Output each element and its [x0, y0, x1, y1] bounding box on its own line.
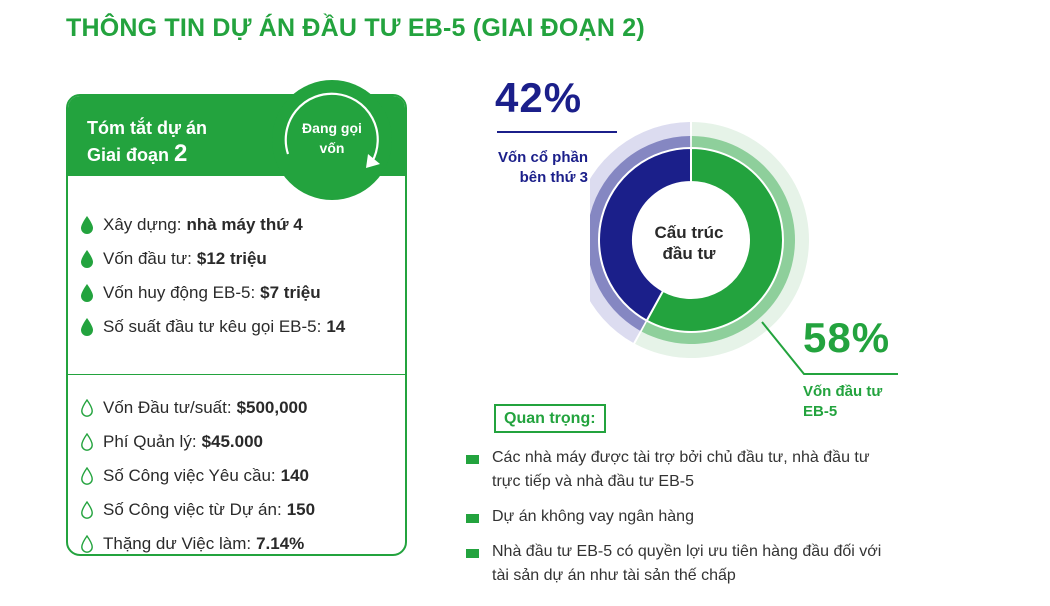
list-item: Vốn huy động EB-5: $7 triệu [68, 276, 405, 310]
filled-drop-icon [81, 284, 93, 302]
card-header-title: Tóm tắt dự án Giai đoạn 2 [87, 116, 267, 168]
item-label: Số suất đầu tư kêu gọi EB-5: [103, 317, 322, 336]
item-value: 14 [326, 317, 346, 336]
outline-drop-icon [81, 399, 93, 417]
equity-callout-line [497, 131, 617, 133]
outline-drop-icon [81, 501, 93, 519]
note-line: Dự án không vay ngân hàng [492, 508, 694, 525]
status-line2: vốn [319, 140, 345, 156]
list-item: Các nhà máy được tài trợ bởi chủ đầu tư,… [466, 446, 966, 494]
list-item: Số Công việc từ Dự án: 150 [68, 493, 405, 527]
investment-donut-chart [590, 122, 809, 359]
equity-percent-label: 42% [495, 74, 583, 121]
list-item: Vốn đầu tư: $12 triệu [68, 242, 405, 276]
item-label: Số Công việc Yêu cầu: [103, 466, 276, 485]
note-line: Nhà đầu tư EB-5 có quyền lợi ưu tiên hàn… [492, 543, 882, 560]
eb5-label-line2: EB-5 [803, 403, 838, 420]
item-value: 7.14% [256, 534, 305, 553]
donut-mid-segment [590, 136, 691, 331]
eb5-series-label: Vốn đầu tư EB-5 [803, 382, 943, 422]
center-label-line1: Cấu trúc [654, 223, 724, 242]
list-item: Dự án không vay ngân hàng [466, 505, 966, 529]
eb5-label-line1: Vốn đầu tư [803, 383, 883, 400]
item-value: $12 triệu [196, 249, 267, 268]
item-value: $45.000 [201, 432, 264, 451]
donut-hole [633, 182, 749, 298]
card-header-line1: Tóm tắt dự án [87, 118, 208, 138]
item-label: Vốn huy động EB-5: [103, 283, 256, 302]
list-item: Phí Quản lý: $45.000 [68, 425, 405, 459]
filled-drop-icon [81, 216, 93, 234]
item-label: Phí Quản lý: [103, 432, 197, 451]
item-value: nhà máy thứ 4 [186, 215, 303, 234]
equity-label-line1: Vốn cổ phần [498, 149, 588, 166]
detail-list: Vốn Đầu tư/suất: $500,000 Phí Quản lý: $… [68, 374, 405, 554]
equity-series-label: Vốn cổ phần bên thứ 3 [463, 148, 588, 188]
arrow-icon [366, 154, 380, 168]
donut-halo-segment [590, 122, 691, 343]
outline-drop-icon [81, 467, 93, 485]
list-item: Nhà đầu tư EB-5 có quyền lợi ưu tiên hàn… [466, 540, 986, 588]
note-line: trực tiếp và nhà đầu tư EB-5 [492, 473, 694, 490]
list-item: Thặng dư Việc làm: 7.14% [68, 527, 405, 554]
summary-list: Xây dựng: nhà máy thứ 4 Vốn đầu tư: $12 … [68, 208, 405, 344]
list-item: Số suất đầu tư kêu gọi EB-5: 14 [68, 310, 405, 344]
eb5-callout-line [761, 321, 898, 375]
status-circle [272, 80, 392, 200]
filled-drop-icon [81, 318, 93, 336]
note-line: Các nhà máy được tài trợ bởi chủ đầu tư,… [492, 449, 870, 466]
item-label: Thặng dư Việc làm: [103, 534, 252, 553]
outline-drop-icon [81, 433, 93, 451]
outline-drop-icon [81, 535, 93, 553]
status-badge: Đang gọi vốn [264, 72, 400, 208]
list-item: Số Công việc Yêu cầu: 140 [68, 459, 405, 493]
page-title: THÔNG TIN DỰ ÁN ĐẦU TƯ EB-5 (GIAI ĐOẠN 2… [66, 14, 645, 42]
square-bullet-icon [466, 549, 479, 558]
center-label-line2: đầu tư [662, 244, 716, 263]
chart-center-label: Cấu trúc đầu tư [631, 222, 747, 264]
item-label: Xây dựng: [103, 215, 182, 234]
list-item: Vốn Đầu tư/suất: $500,000 [68, 391, 405, 425]
phase-number: 2 [174, 140, 188, 167]
square-bullet-icon [466, 455, 479, 464]
item-label: Vốn Đầu tư/suất: [103, 398, 232, 417]
equity-label-line2: bên thứ 3 [519, 169, 588, 186]
item-label: Vốn đầu tư: [103, 249, 192, 268]
square-bullet-icon [466, 514, 479, 523]
filled-drop-icon [81, 250, 93, 268]
note-line: tài sản dự án như tài sản thế chấp [492, 567, 736, 584]
item-value: $7 triệu [260, 283, 321, 302]
list-item: Xây dựng: nhà máy thứ 4 [68, 208, 405, 242]
card-header-line2: Giai đoạn [87, 145, 170, 165]
eb5-percent-label: 58% [803, 314, 891, 361]
status-line1: Đang gọi [302, 120, 362, 136]
item-value: $500,000 [236, 398, 308, 417]
important-heading: Quan trọng: [494, 404, 606, 433]
donut-halo-segment [635, 122, 809, 359]
item-value: 140 [280, 466, 310, 485]
item-value: 150 [286, 500, 316, 519]
item-label: Số Công việc từ Dự án: [103, 500, 282, 519]
